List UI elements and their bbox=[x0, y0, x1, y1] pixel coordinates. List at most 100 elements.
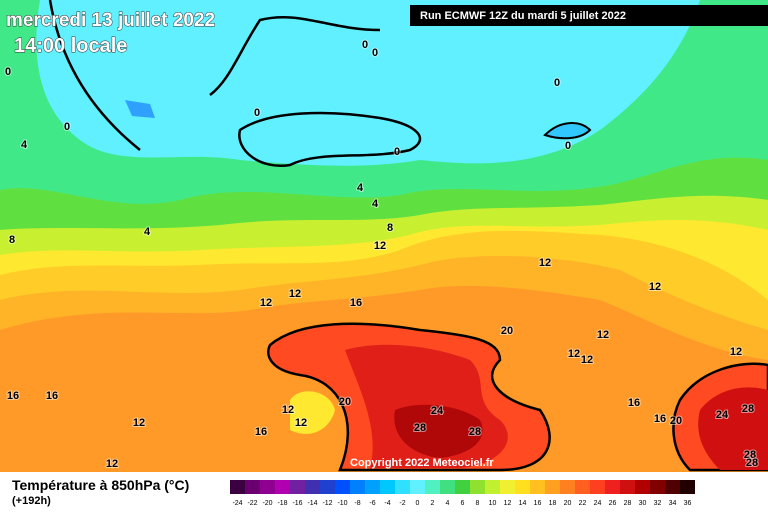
contour-label: 12 bbox=[597, 329, 609, 341]
contour-label: 0 bbox=[362, 39, 368, 51]
scale-swatch bbox=[500, 480, 515, 494]
scale-label: 18 bbox=[549, 500, 557, 507]
contour-label: 4 bbox=[372, 198, 379, 210]
contour-label: 28 bbox=[744, 449, 756, 461]
scale-swatch bbox=[590, 480, 605, 494]
scale-label: 24 bbox=[594, 500, 602, 507]
scale-label: 6 bbox=[461, 500, 465, 507]
scale-label: -24 bbox=[232, 500, 242, 507]
contour-label: 16 bbox=[350, 297, 362, 309]
contour-label: 28 bbox=[746, 457, 758, 469]
field-28 bbox=[394, 404, 483, 458]
scale-swatch bbox=[635, 480, 650, 494]
scale-swatch bbox=[455, 480, 470, 494]
scale-label: 8 bbox=[476, 500, 480, 507]
contour-label: 28 bbox=[414, 422, 426, 434]
scale-label: 2 bbox=[431, 500, 435, 507]
contour-label: 16 bbox=[46, 390, 58, 402]
scale-label: 36 bbox=[684, 500, 692, 507]
scale-swatch bbox=[680, 480, 695, 494]
scale-label: -12 bbox=[322, 500, 332, 507]
scale-label: 16 bbox=[534, 500, 542, 507]
scale-swatch bbox=[605, 480, 620, 494]
contour-label: 12 bbox=[649, 281, 661, 293]
scale-swatch bbox=[440, 480, 455, 494]
scale-swatch bbox=[410, 480, 425, 494]
scale-swatch bbox=[650, 480, 665, 494]
scale-label: -18 bbox=[277, 500, 287, 507]
scale-swatch bbox=[350, 480, 365, 494]
date-label: mercredi 13 juillet 2022 bbox=[6, 10, 215, 31]
footer-lead: (+192h) bbox=[12, 495, 51, 507]
scale-swatch bbox=[425, 480, 440, 494]
contour-label: 4 bbox=[21, 139, 28, 151]
contour-label: 12 bbox=[581, 354, 593, 366]
contour-label: 20 bbox=[670, 415, 682, 427]
contour-label: 8 bbox=[387, 222, 393, 234]
contour-label: 4 bbox=[144, 226, 151, 238]
scale-swatch bbox=[380, 480, 395, 494]
scale-label: 10 bbox=[489, 500, 497, 507]
contour-label: 20 bbox=[339, 396, 351, 408]
contour-label: 12 bbox=[730, 346, 742, 358]
scale-swatch bbox=[515, 480, 530, 494]
contour-label: 0 bbox=[394, 146, 400, 158]
contour-label: 28 bbox=[469, 426, 481, 438]
scale-swatch bbox=[290, 480, 305, 494]
scale-label: 20 bbox=[564, 500, 572, 507]
scale-label: -6 bbox=[369, 500, 375, 507]
contour-label: 28 bbox=[742, 403, 754, 415]
scale-label: -22 bbox=[247, 500, 257, 507]
time-label: 14:00 locale bbox=[14, 35, 127, 57]
scale-swatch bbox=[320, 480, 335, 494]
scale-swatch bbox=[665, 480, 680, 494]
scale-label: -14 bbox=[307, 500, 317, 507]
contour-label: 16 bbox=[255, 426, 267, 438]
scale-label: -10 bbox=[337, 500, 347, 507]
contour-label: 0 bbox=[554, 77, 560, 89]
contour-label: 12 bbox=[539, 257, 551, 269]
field-0 bbox=[36, 0, 701, 166]
scale-label: -20 bbox=[262, 500, 272, 507]
scale-label: 0 bbox=[416, 500, 420, 507]
scale-label: 32 bbox=[654, 500, 662, 507]
scale-label: 22 bbox=[579, 500, 587, 507]
contour-label: 20 bbox=[501, 325, 513, 337]
scale-swatch bbox=[620, 480, 635, 494]
isotherm-0 bbox=[48, 0, 381, 151]
scale-label: 34 bbox=[669, 500, 677, 507]
scale-swatch bbox=[365, 480, 380, 494]
isotherm-0 bbox=[543, 122, 592, 140]
scale-label: 12 bbox=[504, 500, 512, 507]
isotherm-0 bbox=[238, 111, 422, 168]
scale-swatch bbox=[305, 480, 320, 494]
scale-swatch bbox=[560, 480, 575, 494]
contour-label: 24 bbox=[716, 409, 729, 421]
color-scale: -24 -22 -20 -18 -16 -14 -12 -10 -8 -6 -4 -2 0 2 4 6 8 10 1… bbox=[230, 480, 695, 507]
contour-label: 24 bbox=[431, 405, 444, 417]
contour-label: 0 bbox=[254, 107, 260, 119]
scale-swatch bbox=[545, 480, 560, 494]
copyright: Copyright 2022 Meteociel.fr bbox=[350, 457, 494, 469]
contour-label: 12 bbox=[260, 297, 272, 309]
scale-swatch bbox=[470, 480, 485, 494]
contour-label: 12 bbox=[106, 458, 118, 470]
contour-label: 0 bbox=[565, 140, 571, 152]
scale-label: 30 bbox=[639, 500, 647, 507]
scale-label: 14 bbox=[519, 500, 527, 507]
contour-label: 0 bbox=[5, 66, 11, 78]
contour-label: 12 bbox=[289, 288, 301, 300]
field-cool-spot bbox=[290, 391, 335, 434]
contour-label: 0 bbox=[372, 47, 378, 59]
field-cold bbox=[125, 100, 155, 118]
contour-label: 8 bbox=[9, 234, 15, 246]
scale-swatch bbox=[260, 480, 275, 494]
field-24-east bbox=[698, 387, 768, 470]
scale-swatch bbox=[275, 480, 290, 494]
scale-label: -8 bbox=[354, 500, 360, 507]
scale-swatch bbox=[245, 480, 260, 494]
contour-label: 12 bbox=[374, 240, 386, 252]
contour-label: 0 bbox=[64, 121, 70, 133]
scale-label: -2 bbox=[399, 500, 405, 507]
